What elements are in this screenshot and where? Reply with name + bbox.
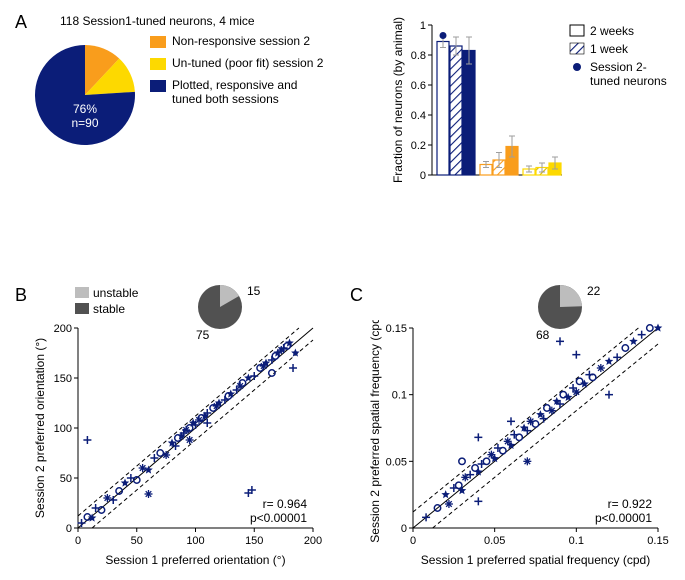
svg-text:Session 2-: Session 2- xyxy=(590,60,647,74)
svg-text:0.15: 0.15 xyxy=(386,323,407,335)
svg-text:tuned both sessions: tuned both sessions xyxy=(172,92,279,106)
svg-text:76%: 76% xyxy=(73,102,97,116)
svg-text:Session 2 preferred orientatio: Session 2 preferred orientation (°) xyxy=(33,338,47,518)
svg-text:p<0.00001: p<0.00001 xyxy=(595,511,652,525)
svg-text:100: 100 xyxy=(54,423,72,435)
svg-text:100: 100 xyxy=(186,535,204,547)
svg-text:Session 1 preferred orientatio: Session 1 preferred orientation (°) xyxy=(105,553,285,567)
svg-text:p<0.00001: p<0.00001 xyxy=(250,511,307,525)
svg-text:Session 2 preferred spatial fr: Session 2 preferred spatial frequency (c… xyxy=(368,320,382,543)
svg-text:1: 1 xyxy=(420,20,426,32)
svg-text:Plotted, responsive and: Plotted, responsive and xyxy=(172,78,297,92)
svg-text:0.05: 0.05 xyxy=(484,535,505,547)
svg-text:50: 50 xyxy=(60,473,72,485)
svg-text:1 week: 1 week xyxy=(590,42,629,56)
panel-b-label: B xyxy=(15,285,27,306)
svg-text:0: 0 xyxy=(420,170,426,182)
panel-b-scatter: 0 50 100 150 200 0 50 100 150 200 Session 1 prefer… xyxy=(30,320,330,580)
svg-text:200: 200 xyxy=(54,323,72,335)
svg-text:0.1: 0.1 xyxy=(569,535,584,547)
svg-text:0.4: 0.4 xyxy=(411,110,426,122)
svg-text:0.6: 0.6 xyxy=(411,80,426,92)
svg-text:50: 50 xyxy=(131,535,143,547)
svg-text:0.8: 0.8 xyxy=(411,50,426,62)
svg-text:15: 15 xyxy=(247,284,261,298)
svg-text:0.2: 0.2 xyxy=(411,140,426,152)
svg-text:0.05: 0.05 xyxy=(386,456,407,468)
svg-text:0: 0 xyxy=(75,535,81,547)
svg-text:0.15: 0.15 xyxy=(647,535,668,547)
panel-b-legend: unstable stable xyxy=(75,285,205,320)
panel-a-pie-title: 118 Session1-tuned neurons, 4 mice xyxy=(60,14,255,28)
svg-text:2 weeks: 2 weeks xyxy=(590,24,634,38)
svg-text:n=90: n=90 xyxy=(71,116,98,130)
panel-c-label: C xyxy=(350,285,363,306)
panel-a-pie-legend: Non-responsive session 2 Un-tuned (poor f… xyxy=(150,35,390,125)
svg-text:0.1: 0.1 xyxy=(392,390,407,402)
svg-text:Non-responsive session 2: Non-responsive session 2 xyxy=(172,35,310,48)
svg-text:0: 0 xyxy=(66,523,72,535)
panel-a-bar-chart: 0 0.2 0.4 0.6 0.8 1 Fraction of neurons (by an… xyxy=(390,10,680,210)
panel-a-pie: 76%n=90 xyxy=(30,25,160,155)
svg-text:22: 22 xyxy=(587,284,601,298)
panel-c-scatter: 0 0.05 0.1 0.15 0 0.05 0.1 0.15 Session 1 prefer… xyxy=(365,320,675,580)
svg-text:150: 150 xyxy=(245,535,263,547)
svg-text:200: 200 xyxy=(304,535,322,547)
svg-text:0: 0 xyxy=(410,535,416,547)
svg-text:r= 0.922: r= 0.922 xyxy=(608,497,653,511)
panel-a-label: A xyxy=(15,12,27,33)
svg-text:tuned neurons: tuned neurons xyxy=(590,74,667,88)
svg-text:0: 0 xyxy=(401,523,407,535)
svg-text:stable: stable xyxy=(93,302,125,316)
svg-text:Session 1 preferred spatial fr: Session 1 preferred spatial frequency (c… xyxy=(421,553,650,567)
svg-text:150: 150 xyxy=(54,373,72,385)
svg-text:Fraction of neurons (by animal: Fraction of neurons (by animal) xyxy=(391,17,405,183)
svg-text:unstable: unstable xyxy=(93,286,139,300)
svg-text:Un-tuned (poor fit) session 2: Un-tuned (poor fit) session 2 xyxy=(172,56,324,70)
svg-text:r= 0.964: r= 0.964 xyxy=(263,497,308,511)
